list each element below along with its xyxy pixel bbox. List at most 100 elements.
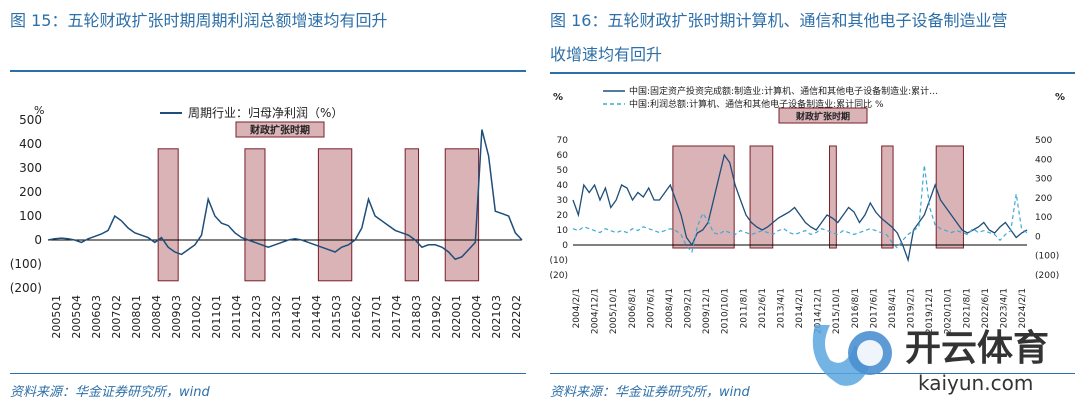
right-shaded-period-2 (829, 145, 837, 249)
watermark-url: kaiyun.com (918, 371, 1033, 395)
left-shaded-period-3 (404, 148, 420, 282)
left-unit-label: % (34, 104, 44, 117)
right-y-right-tick-label: (200) (1035, 271, 1059, 281)
right-y-right-tick-label: 300 (1035, 175, 1052, 185)
right-y-left-tick-label: 10 (557, 226, 569, 236)
right-x-tick-label: 2014/12/1 (814, 288, 824, 334)
right-x-tick-label: 2021/8/1 (962, 288, 972, 328)
right-source-rule (550, 373, 1075, 374)
right-y-right-tick-label: 0 (1035, 232, 1041, 242)
right-y-left-tick-label: 30 (557, 196, 569, 206)
left-x-tick-label: 2014Q1 (290, 295, 303, 339)
left-figure-title: 图 15：五轮财政扩张时期周期利润总额增速均有回升 (10, 11, 388, 30)
left-title-rule (10, 70, 526, 72)
right-shaded-period-3 (881, 145, 894, 249)
right-x-tick-label: 2004/12/1 (591, 288, 601, 334)
right-x-tick-label: 2024/2/1 (1018, 288, 1028, 328)
left-annotation-label: 财政扩张时期 (249, 124, 310, 137)
left-x-tick-label: 2020Q1 (450, 295, 463, 339)
right-y-right-tick-label: 500 (1035, 136, 1052, 146)
left-y-tick-label: 300 (19, 161, 42, 175)
right-y-left-tick-label: 70 (557, 136, 569, 146)
left-x-tick-label: 2010Q2 (190, 295, 203, 339)
left-shaded-period-4 (444, 148, 480, 282)
right-y-left-tick-label: 0 (562, 241, 568, 251)
right-figure-title-line2: 收增速均有回升 (550, 45, 663, 64)
left-series-line (47, 129, 523, 261)
right-figure-title-line1: 图 16：五轮财政扩张时期计算机、通信和其他电子设备制造业营 (550, 11, 1008, 30)
right-left-unit-label: % (553, 92, 563, 103)
left-x-tick-label: 2019Q2 (430, 295, 443, 339)
right-x-tick-label: 2023/4/1 (999, 288, 1009, 328)
left-y-tick-label: 500 (19, 113, 42, 127)
right-x-tick-label: 2010/10/1 (721, 288, 731, 334)
left-legend-label: 周期行业：归母净利润（%） (188, 106, 343, 120)
right-shaded-period-1 (749, 145, 774, 249)
left-source-note: 资料来源：华金证券研究所，wind (10, 385, 210, 400)
right-x-tick-label: 2009/2/1 (684, 288, 694, 328)
left-x-tick-label: 2017Q1 (370, 295, 383, 339)
left-x-tick-label: 2008Q4 (150, 295, 163, 339)
left-x-tick-label: 2005Q4 (70, 295, 83, 339)
left-chart: %500 400 300 200 100 0 (100) (200) 周期行业：归母净利润（%）… (10, 104, 523, 339)
right-x-tick-label: 2004/2/1 (572, 288, 582, 328)
right-shaded-period-4 (935, 145, 964, 249)
right-x-tick-label: 2019/2/1 (907, 288, 917, 328)
right-legend-label-2: 中国:利润总额:计算机、通信和其他电子设备制造业:累计同比 % (629, 98, 884, 110)
right-y-left-tick-label: 50 (557, 166, 569, 176)
left-y-tick-label: (100) (10, 257, 42, 271)
left-y-tick-label: 0 (34, 233, 42, 247)
right-x-tick-label: 2015/10/1 (832, 288, 842, 334)
right-x-tick-label: 2018/4/1 (888, 288, 898, 328)
right-legend-label-1: 中国:固定资产投资完成额:制造业:计算机、通信和其他电子设备制造业:累计… (629, 85, 938, 97)
right-y-right-tick-label: 100 (1035, 213, 1052, 223)
right-y-left-tick-label: 40 (557, 181, 569, 191)
right-x-tick-label: 2005/10/1 (609, 288, 619, 334)
left-x-tick-label: 2009Q3 (170, 295, 183, 339)
right-y-left-tick-label: (10) (550, 256, 568, 266)
left-x-tick-label: 2006Q3 (90, 295, 103, 339)
left-y-tick-label: 200 (19, 185, 42, 199)
left-annotation-box (235, 121, 325, 138)
left-source-rule (10, 373, 526, 374)
left-x-tick-label: 2021Q3 (490, 295, 503, 339)
right-x-tick-label: 2022/6/1 (981, 288, 991, 328)
right-x-tick-label: 2006/8/1 (628, 288, 638, 328)
right-y-left-tick-label: 20 (557, 211, 569, 221)
left-x-tick-label: 2018Q3 (410, 295, 423, 339)
right-chart: % % 中国:固定资产投资完成额:制造业:计算机、通信和其他电子设备制造业:累计…中… (550, 85, 1066, 334)
right-y-right-tick-label: (100) (1035, 252, 1059, 262)
left-x-tick-label: 2011Q1 (210, 295, 223, 339)
left-x-tick-label: 2022Q2 (510, 295, 523, 339)
left-shaded-period-0 (157, 148, 179, 282)
left-x-tick-label: 2007Q2 (110, 295, 123, 339)
right-source-note: 资料来源：华金证券研究所，wind (550, 385, 750, 400)
right-x-tick-label: 2020/10/1 (944, 288, 954, 334)
left-y-tick-label: 100 (19, 209, 42, 223)
left-x-tick-label: 2011Q4 (230, 295, 243, 339)
right-x-tick-label: 2009/12/1 (702, 288, 712, 334)
left-x-tick-label: 2005Q1 (50, 295, 63, 339)
left-y-tick-label: (200) (10, 281, 42, 295)
right-annotation-label: 财政扩张时期 (795, 111, 850, 123)
watermark-logo: 开云体育 kaiyun.com (800, 305, 1080, 405)
right-y-right-tick-label: 400 (1035, 155, 1052, 165)
right-x-tick-label: 2011/8/1 (739, 288, 749, 328)
right-y-left-tick-label: (20) (550, 271, 568, 281)
right-y-left-tick-label: 60 (557, 151, 569, 161)
right-x-tick-label: 2013/4/1 (776, 288, 786, 328)
right-series-line-1 (572, 153, 1028, 263)
watermark-ball-inner-icon (857, 340, 883, 366)
watermark-brand: 开云体育 (905, 328, 1049, 369)
right-series-line-2 (572, 165, 1028, 254)
left-x-tick-label: 2016Q2 (350, 295, 363, 339)
left-shaded-period-2 (317, 148, 353, 282)
right-y-right-tick-label: 200 (1035, 194, 1052, 204)
right-shaded-period-0 (672, 145, 735, 249)
right-annotation-box (778, 107, 868, 124)
left-x-tick-label: 2014Q4 (310, 295, 323, 339)
watermark-graphic: 开云体育 kaiyun.com (812, 325, 1049, 395)
left-x-tick-label: 2020Q4 (470, 295, 483, 339)
left-x-tick-label: 2013Q2 (270, 295, 283, 339)
right-x-tick-label: 2019/12/1 (925, 288, 935, 334)
